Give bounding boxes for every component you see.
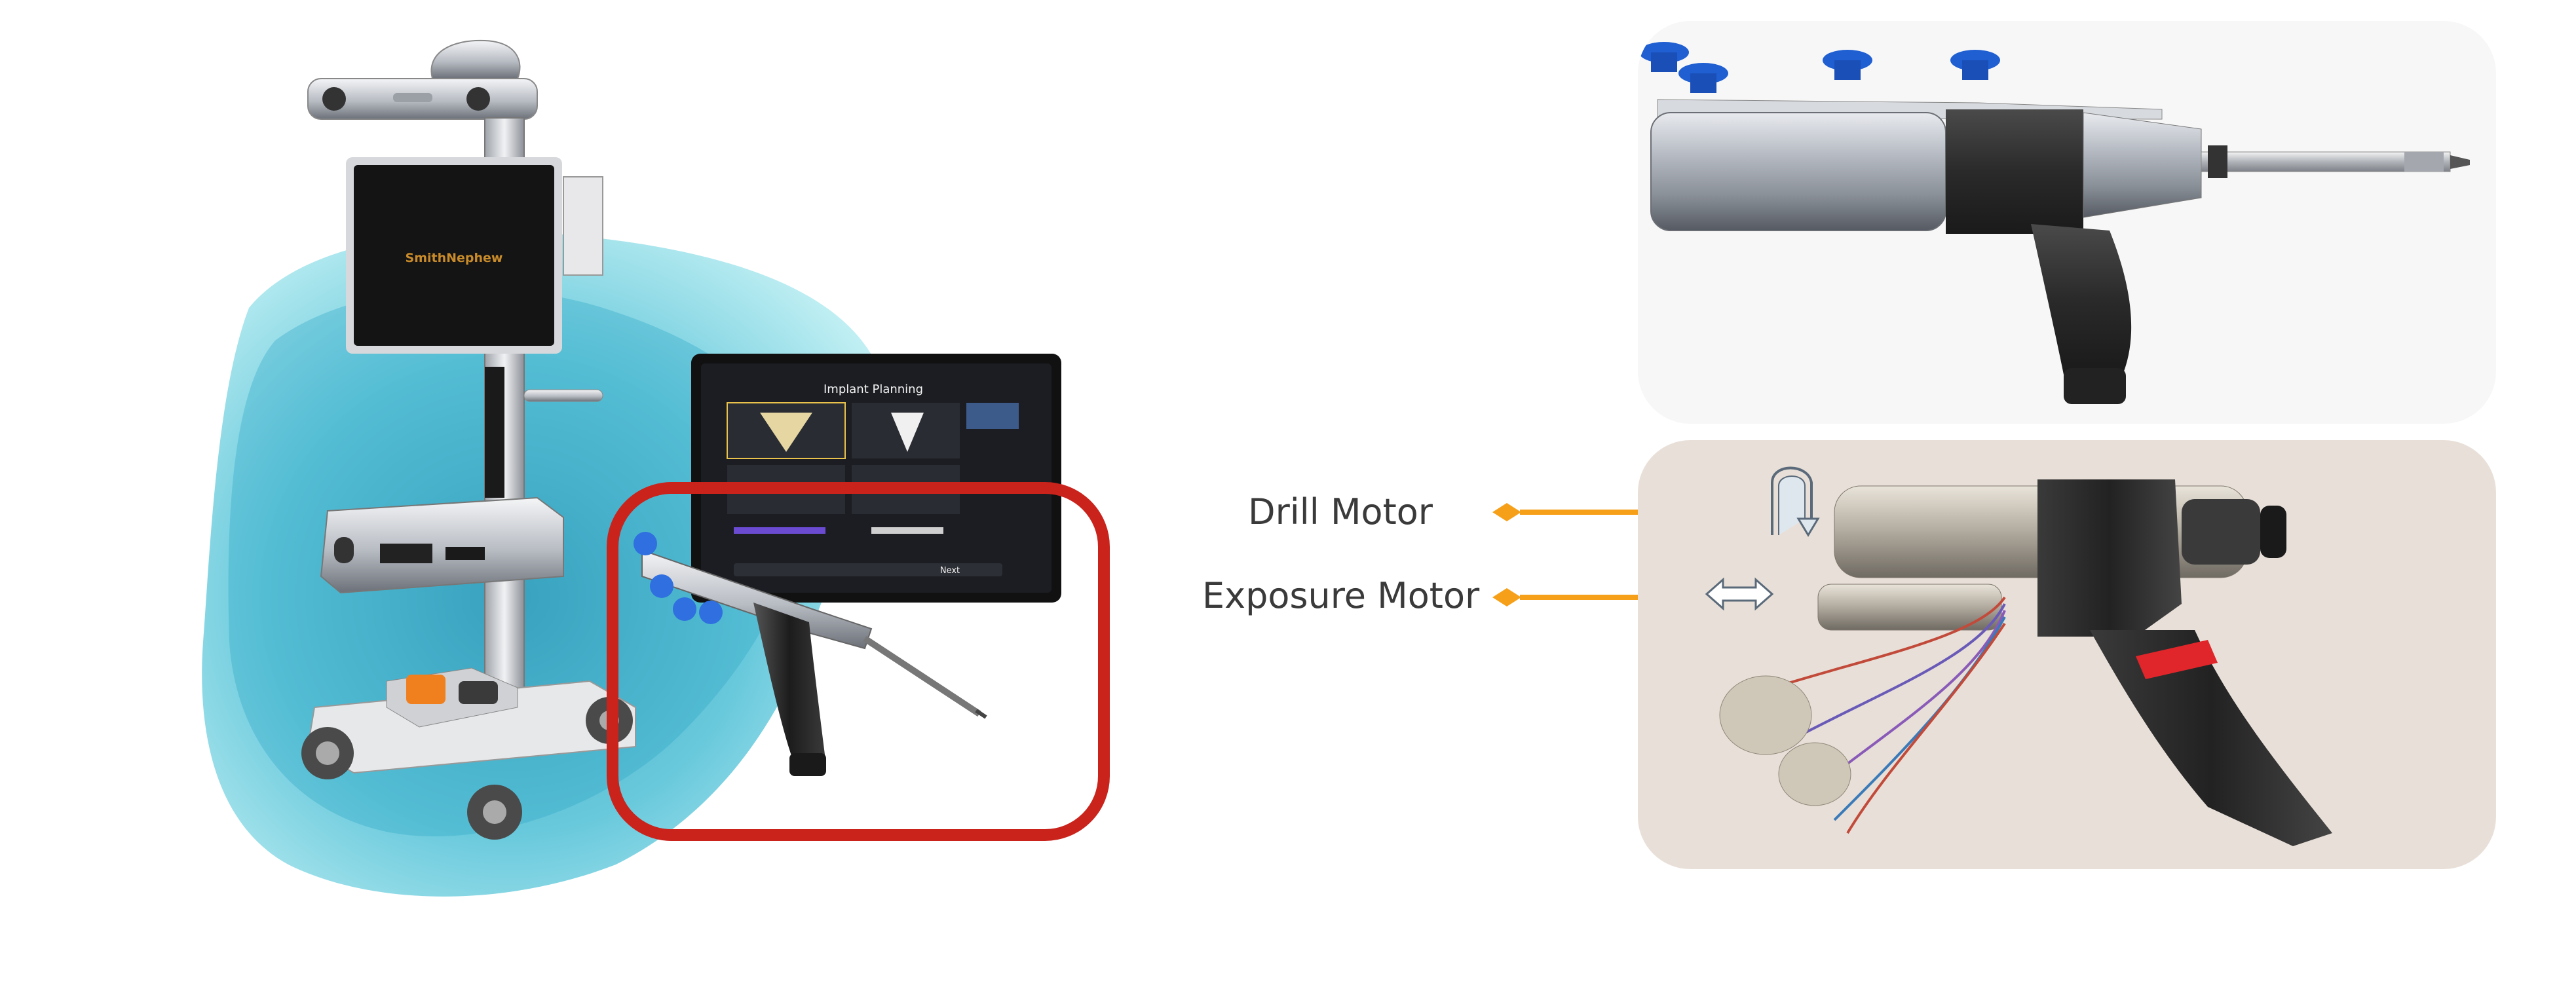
handpiece-render — [1639, 42, 2470, 404]
tablet-title: Implant Planning — [824, 382, 923, 396]
cart-handle — [523, 389, 603, 402]
planning-tablet: Implant Planning Next — [691, 354, 1061, 603]
camera-array — [307, 39, 538, 120]
monitor: SmithNephew — [346, 157, 562, 354]
handpiece-illustration — [634, 532, 987, 776]
footswitch-pedal — [406, 675, 445, 704]
handpiece-render-panel — [1638, 21, 2496, 424]
adjustment-knobs — [1639, 42, 2000, 93]
handpiece-photo — [1719, 479, 2332, 846]
exposure-motor-label: Exposure Motor — [1202, 575, 1480, 616]
double-headed-arrow-icon — [1705, 577, 1774, 611]
red-tape — [2136, 640, 2218, 679]
control-unit — [320, 496, 564, 594]
robotic-system-illustration: SmithNephew Implant Planning — [202, 39, 1110, 897]
highlight-box — [607, 482, 1110, 841]
handpiece-photo-panel — [1638, 440, 2496, 869]
tablet-next-button: Next — [940, 566, 960, 576]
side-panel — [563, 176, 603, 276]
lower-shelf — [307, 667, 636, 774]
pole-stripe — [485, 367, 504, 498]
monitor-brand-label: SmithNephew — [406, 251, 503, 265]
drill-motor-label: Drill Motor — [1248, 491, 1433, 532]
rotation-arrow-icon — [1771, 466, 1820, 537]
